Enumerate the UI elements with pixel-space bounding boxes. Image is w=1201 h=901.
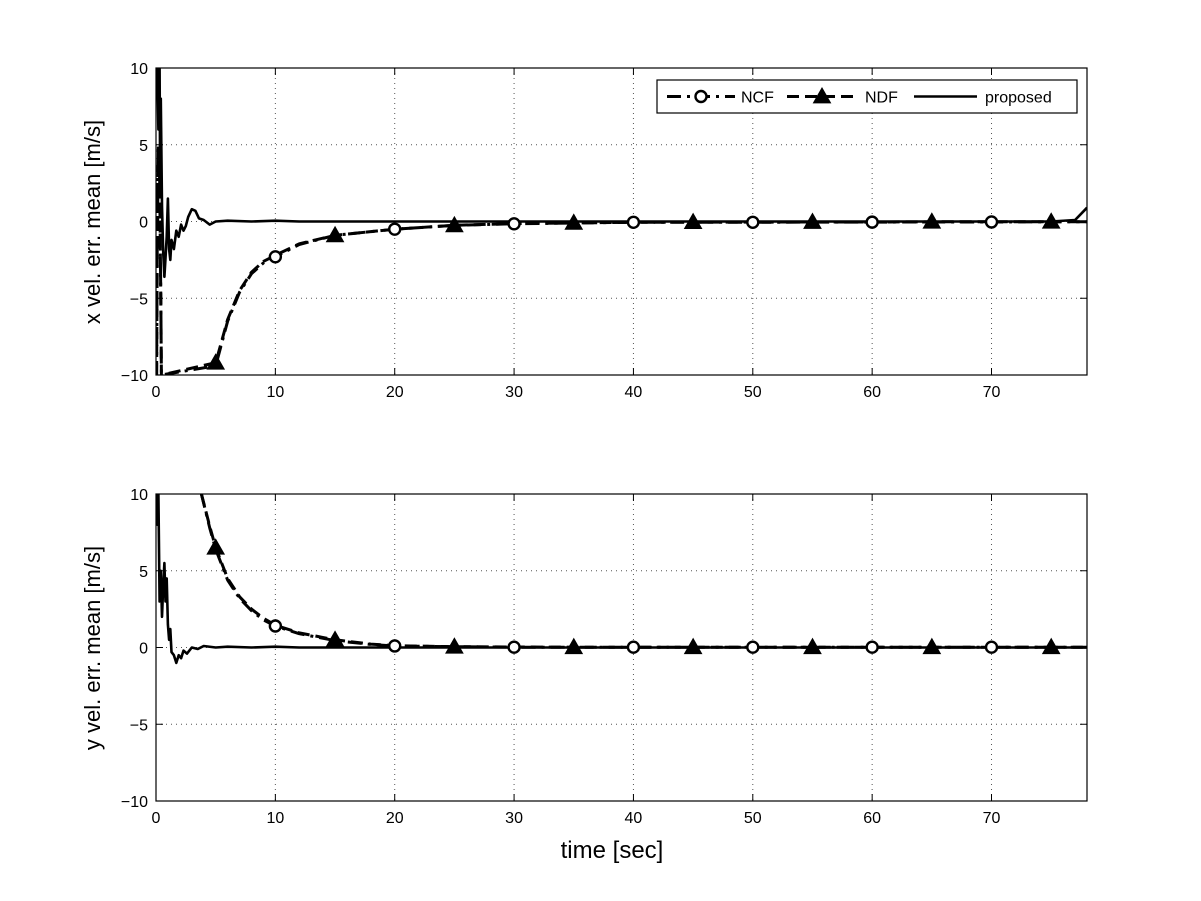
series-group (156, 494, 1087, 665)
ncf-marker (268, 250, 283, 264)
ncf-marker (746, 215, 760, 229)
ncf-marker (865, 215, 879, 229)
series-group (156, 68, 1087, 375)
y-tick-label: 10 (130, 487, 148, 504)
ncf-marker (865, 640, 879, 654)
y-velocity-error-panel: 0 10 20 30 40 50 60 70 −10 −5 0 5 10 (121, 487, 1088, 827)
ndf-marker (922, 212, 942, 229)
legend: NCF NDF proposed (656, 79, 1078, 114)
ndf-marker (564, 637, 584, 655)
x-tick-label: 20 (386, 384, 404, 401)
ndf-marker (683, 637, 703, 655)
ndf-marker (683, 212, 703, 229)
ncf-marker (626, 640, 641, 654)
y-panel-ylabel: y vel. err. mean [m/s] (80, 546, 105, 750)
y-tick-label: −5 (130, 291, 148, 308)
x-velocity-error-panel: 0 10 20 30 40 50 60 70 −10 −5 0 5 10 (121, 61, 1088, 401)
y-tick-label: 5 (139, 564, 148, 581)
ndf-marker (1041, 637, 1061, 655)
y-tick-label: −10 (121, 794, 148, 811)
x-tick-label: 0 (152, 810, 161, 827)
ndf-marker (564, 213, 584, 230)
ncf-marker (507, 640, 521, 654)
ndf-marker (445, 215, 464, 233)
x-tick-label: 50 (744, 810, 762, 827)
x-tick-label: 70 (983, 810, 1001, 827)
ndf-marker (206, 538, 226, 555)
x-tick-label: 30 (505, 384, 523, 401)
ncf-marker (626, 215, 641, 229)
ncf-marker (268, 619, 283, 633)
ncf-marker (984, 215, 999, 229)
x-tick-label: 50 (744, 384, 762, 401)
ndf-marker (803, 637, 822, 655)
ndf-marker (206, 353, 226, 370)
ndf-marker (445, 637, 464, 654)
legend-ncf-label: NCF (741, 90, 774, 107)
y-tick-label: 0 (139, 215, 148, 232)
legend-ndf-marker (812, 86, 832, 104)
y-tick-label: 10 (130, 61, 148, 78)
x-axis-label: time [sec] (561, 837, 664, 864)
ndf-marker (325, 225, 345, 243)
ndf-marker (922, 637, 942, 655)
ncf-marker (388, 639, 402, 653)
x-tick-label: 0 (152, 384, 161, 401)
x-tick-label: 60 (863, 810, 881, 827)
ncf-marker (507, 217, 521, 231)
x-panel-ylabel: x vel. err. mean [m/s] (80, 120, 105, 324)
x-tick-label: 40 (625, 384, 643, 401)
ncf-marker (746, 640, 760, 654)
x-tick-label: 70 (983, 384, 1001, 401)
legend-ncf-marker (694, 89, 708, 104)
legend-proposed-label: proposed (985, 90, 1052, 107)
y-tick-label: −10 (121, 368, 148, 385)
legend-ndf-label: NDF (865, 90, 898, 107)
proposed-series-line (156, 68, 1087, 279)
proposed-series-line (156, 494, 1087, 665)
ncf-marker (388, 222, 402, 236)
ndf-marker (1041, 212, 1061, 229)
ncf-marker (984, 640, 999, 654)
x-tick-label: 60 (863, 384, 881, 401)
x-tick-label: 30 (505, 810, 523, 827)
x-tick-label: 20 (386, 810, 404, 827)
y-tick-label: 5 (139, 138, 148, 155)
x-tick-label: 40 (625, 810, 643, 827)
x-tick-label: 10 (266, 810, 284, 827)
ndf-marker (325, 630, 345, 647)
ndf-marker (803, 212, 822, 229)
x-tick-label: 10 (266, 384, 284, 401)
y-tick-label: 0 (139, 641, 148, 658)
y-tick-label: −5 (130, 717, 148, 734)
